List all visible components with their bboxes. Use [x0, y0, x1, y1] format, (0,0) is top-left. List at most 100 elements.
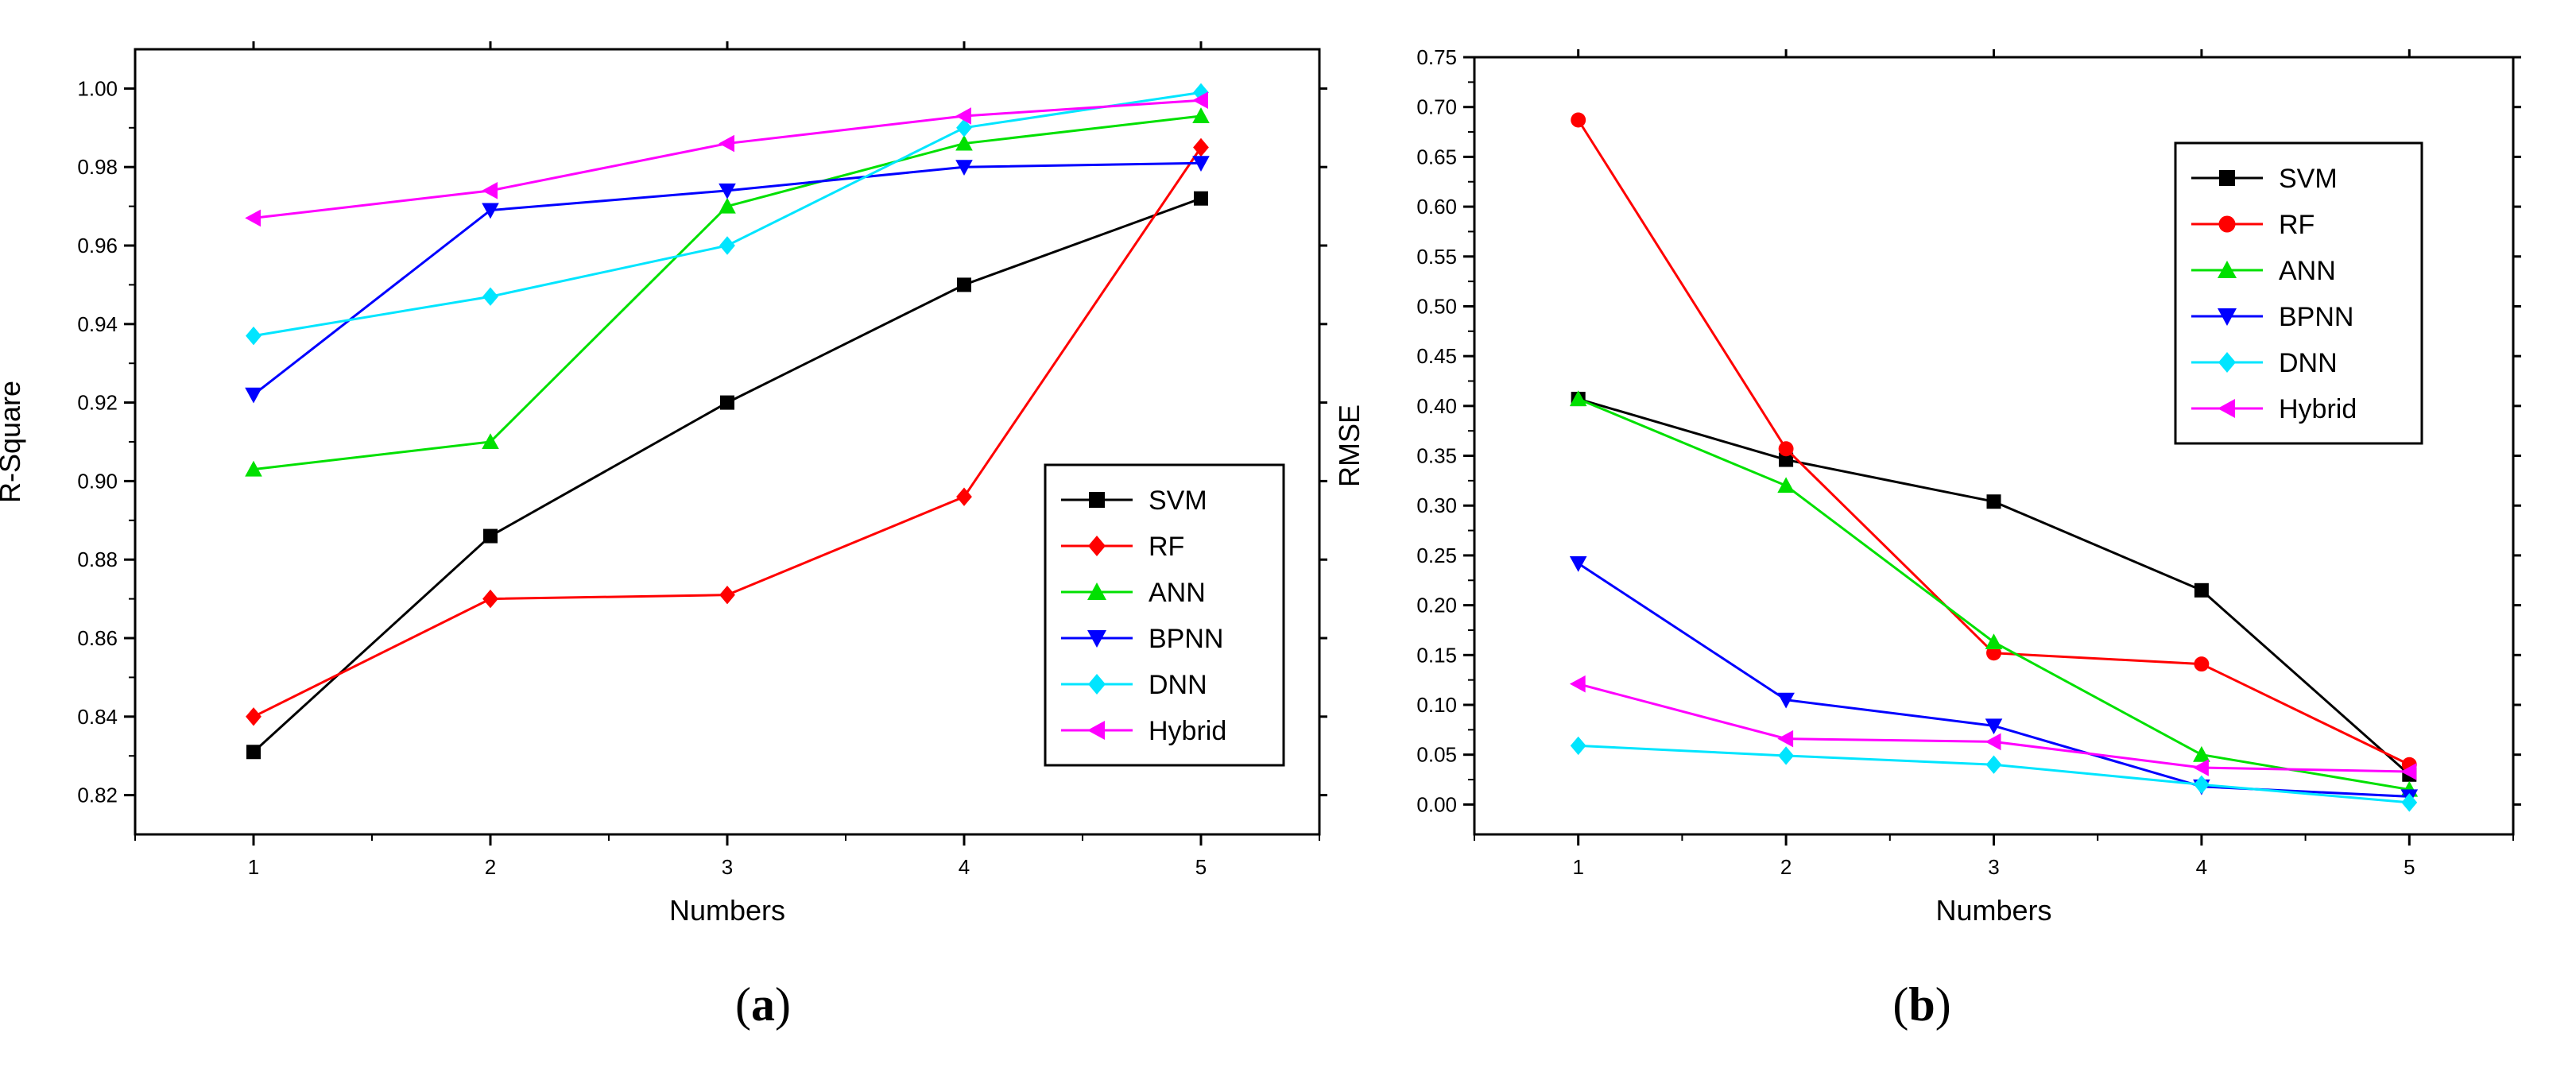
legend-label-bpnn: BPNN [1149, 624, 1223, 654]
legend-label-rf: RF [2279, 210, 2315, 240]
y-tick-label: 0.70 [1416, 95, 1457, 119]
x-tick-label: 5 [1195, 855, 1207, 879]
data-point-svm [1986, 494, 2001, 509]
y-axis-label: RMSE [1333, 404, 1365, 487]
y-tick-label: 0.45 [1416, 344, 1457, 368]
panel-label-a: (a) [735, 978, 791, 1031]
y-tick-label: 0.15 [1416, 643, 1457, 667]
legend-label-bpnn: BPNN [2279, 302, 2353, 332]
legend-label-dnn: DNN [1149, 670, 1207, 700]
chart-panel-b: 1 2 3 4 5 0.00 0.05 0.10 0.15 0.20 0.25 0.30 0.35 0.4… [1333, 45, 2521, 927]
data-point-rf [482, 589, 498, 609]
y-tick-label: 0.86 [77, 626, 118, 650]
data-point-rf [246, 707, 261, 726]
y-tick-label: 0.90 [77, 469, 118, 493]
legend-marker-rf [2218, 215, 2236, 233]
y-tick-label: 1.00 [77, 76, 118, 100]
legend-marker-ann [2218, 261, 2237, 278]
data-point-ann [1569, 390, 1587, 407]
data-point-dnn [1778, 746, 1794, 765]
data-point-bpnn [1985, 718, 2003, 735]
series-rf [1571, 112, 2417, 772]
legend-label-hybrid: Hybrid [2279, 394, 2357, 424]
legend-marker-rf [1088, 536, 1106, 556]
legend-label-hybrid: Hybrid [1149, 716, 1226, 746]
y-tick-label: 0.30 [1416, 493, 1457, 517]
data-point-dnn [719, 236, 735, 255]
y-tick-label: 0.88 [77, 548, 118, 571]
data-point-dnn [2401, 793, 2418, 812]
y-tick-label: 0.60 [1416, 195, 1457, 219]
legend-marker-svm [1089, 492, 1105, 508]
series-line-svm [1578, 397, 2411, 776]
series-hybrid [1569, 675, 2417, 780]
y-tick-label: 0.84 [77, 705, 118, 729]
y-tick-label: 0.92 [77, 391, 118, 415]
x-tick-label: 5 [2404, 855, 2415, 879]
x-tick-label: 1 [1572, 855, 1583, 879]
x-tick-label: 3 [1988, 855, 1999, 879]
legend-box [1044, 463, 1285, 767]
data-point-ann [245, 460, 262, 477]
x-tick-label: 3 [722, 855, 733, 879]
data-point-hybrid [482, 182, 498, 199]
data-point-ann [1985, 633, 2003, 650]
data-point-bpnn [482, 203, 499, 219]
data-point-dnn [2194, 775, 2210, 795]
y-tick-label: 0.40 [1416, 394, 1457, 418]
data-point-hybrid [1569, 675, 1586, 693]
data-point-ann [482, 433, 499, 449]
legend-label-svm: SVM [1149, 486, 1207, 516]
legend-marker-svm [2219, 170, 2235, 186]
y-tick-label: 0.25 [1416, 544, 1457, 567]
y-tick-label: 0.96 [77, 234, 118, 257]
data-point-dnn [956, 118, 972, 137]
x-tick-label: 2 [1780, 855, 1792, 879]
data-point-rf [1571, 112, 1586, 128]
y-tick-label: 0.94 [77, 312, 118, 336]
data-point-rf [1778, 441, 1794, 457]
legend-label-dnn: DNN [2279, 348, 2338, 378]
data-point-svm [1194, 191, 1208, 206]
data-point-dnn [246, 326, 261, 346]
legend-label-rf: RF [1149, 532, 1184, 562]
chart-panel-a: 1 2 3 4 5 0.82 0.84 0.86 0.88 0.90 0.92 0.94 0.96 0.9… [0, 41, 1327, 927]
series-svm [246, 191, 1208, 760]
y-tick-label: 0.65 [1416, 145, 1457, 168]
data-point-ann [1777, 477, 1795, 493]
data-point-ann [719, 197, 736, 214]
y-tick-label: 0.82 [77, 784, 118, 807]
data-point-svm [483, 528, 498, 544]
legend-marker-hybrid [2218, 399, 2235, 418]
y-tick-label: 0.98 [77, 155, 118, 179]
data-point-ann [1192, 107, 1210, 123]
legend-marker-bpnn [2218, 308, 2237, 326]
series-ann [1569, 390, 2419, 797]
data-point-svm [720, 395, 734, 410]
data-point-rf [2194, 656, 2210, 672]
data-point-hybrid [2193, 759, 2209, 776]
y-tick-label: 0.00 [1416, 792, 1457, 816]
series-hybrid [245, 91, 1208, 227]
data-point-bpnn [245, 387, 262, 404]
legend: SVM RF ANN BPNN DNN Hybrid [1044, 463, 1285, 767]
y-tick-label: 0.75 [1416, 45, 1457, 69]
x-axis-label: Numbers [1935, 894, 2051, 927]
legend-marker-dnn [1088, 674, 1106, 695]
data-point-hybrid [1192, 91, 1208, 110]
data-point-hybrid [1777, 730, 1794, 748]
y-axis-label: R-Square [0, 381, 26, 503]
y-tick-label: 0.10 [1416, 693, 1457, 717]
x-tick-label: 4 [959, 855, 970, 879]
series-dnn [1570, 736, 2418, 812]
series-line-dnn [1578, 744, 2410, 804]
data-point-bpnn [955, 160, 973, 176]
x-tick-label: 4 [2196, 855, 2207, 879]
data-point-svm [1779, 452, 1794, 467]
series-line-dnn [253, 91, 1202, 338]
legend-marker-bpnn [1087, 630, 1106, 648]
series-line-ann [253, 114, 1202, 471]
data-point-hybrid [955, 107, 971, 125]
y-tick-label: 0.50 [1416, 294, 1457, 318]
data-point-ann [955, 134, 973, 151]
